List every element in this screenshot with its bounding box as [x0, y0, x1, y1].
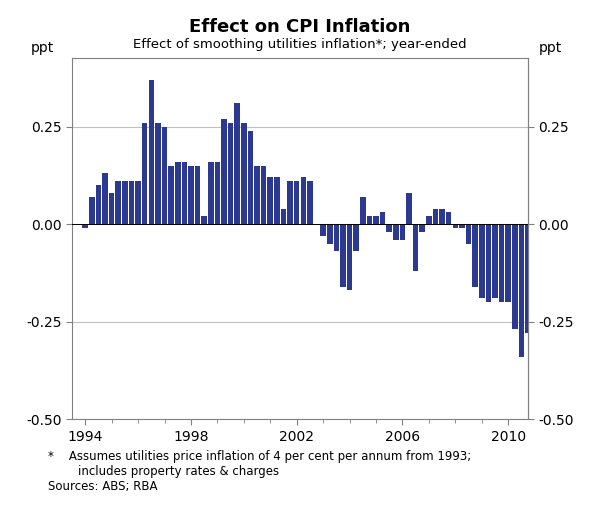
Bar: [446, 212, 451, 224]
Bar: [472, 224, 478, 287]
Bar: [439, 209, 445, 224]
Bar: [274, 177, 280, 224]
Bar: [380, 212, 385, 224]
Bar: [499, 224, 505, 302]
Bar: [360, 197, 365, 224]
Bar: [142, 123, 148, 224]
Bar: [459, 224, 464, 228]
Bar: [102, 173, 108, 224]
Bar: [419, 224, 425, 232]
Bar: [452, 224, 458, 228]
Text: Effect on CPI Inflation: Effect on CPI Inflation: [190, 18, 410, 36]
Bar: [400, 224, 405, 240]
Bar: [367, 216, 372, 224]
Bar: [235, 103, 240, 224]
Bar: [479, 224, 485, 298]
Text: *    Assumes utilities price inflation of 4 per cent per annum from 1993;: * Assumes utilities price inflation of 4…: [48, 450, 471, 463]
Bar: [129, 181, 134, 224]
Bar: [202, 216, 207, 224]
Text: ppt: ppt: [539, 41, 562, 55]
Bar: [433, 209, 438, 224]
Bar: [89, 197, 95, 224]
Bar: [136, 181, 141, 224]
Bar: [188, 166, 194, 224]
Bar: [538, 224, 544, 341]
Bar: [281, 209, 286, 224]
Bar: [551, 224, 557, 407]
Bar: [82, 224, 88, 228]
Bar: [340, 224, 346, 287]
Bar: [386, 224, 392, 232]
Bar: [347, 224, 352, 291]
Bar: [215, 162, 220, 224]
Bar: [512, 224, 518, 329]
Bar: [327, 224, 332, 244]
Text: ppt: ppt: [31, 41, 54, 55]
Bar: [466, 224, 471, 244]
Bar: [525, 224, 531, 333]
Bar: [545, 224, 551, 388]
Bar: [492, 224, 498, 298]
Bar: [373, 216, 379, 224]
Bar: [248, 131, 253, 224]
Bar: [320, 224, 326, 236]
Bar: [175, 162, 181, 224]
Bar: [115, 181, 121, 224]
Bar: [485, 224, 491, 302]
Bar: [122, 181, 128, 224]
Bar: [301, 177, 306, 224]
Bar: [393, 224, 398, 240]
Bar: [182, 162, 187, 224]
Text: Effect of smoothing utilities inflation*; year-ended: Effect of smoothing utilities inflation*…: [133, 38, 467, 51]
Bar: [413, 224, 418, 271]
Bar: [261, 166, 266, 224]
Bar: [307, 181, 313, 224]
Bar: [426, 216, 431, 224]
Bar: [162, 126, 167, 224]
Bar: [406, 193, 412, 224]
Bar: [505, 224, 511, 302]
Bar: [155, 123, 161, 224]
Bar: [95, 185, 101, 224]
Bar: [221, 119, 227, 224]
Bar: [518, 224, 524, 357]
Bar: [353, 224, 359, 251]
Bar: [287, 181, 293, 224]
Bar: [294, 181, 299, 224]
Text: includes property rates & charges: includes property rates & charges: [48, 465, 279, 478]
Bar: [268, 177, 273, 224]
Bar: [169, 166, 174, 224]
Bar: [208, 162, 214, 224]
Bar: [254, 166, 260, 224]
Bar: [241, 123, 247, 224]
Bar: [109, 193, 115, 224]
Bar: [532, 224, 538, 337]
Bar: [228, 123, 233, 224]
Bar: [334, 224, 339, 251]
Bar: [149, 80, 154, 224]
Bar: [195, 166, 200, 224]
Text: Sources: ABS; RBA: Sources: ABS; RBA: [48, 480, 157, 493]
